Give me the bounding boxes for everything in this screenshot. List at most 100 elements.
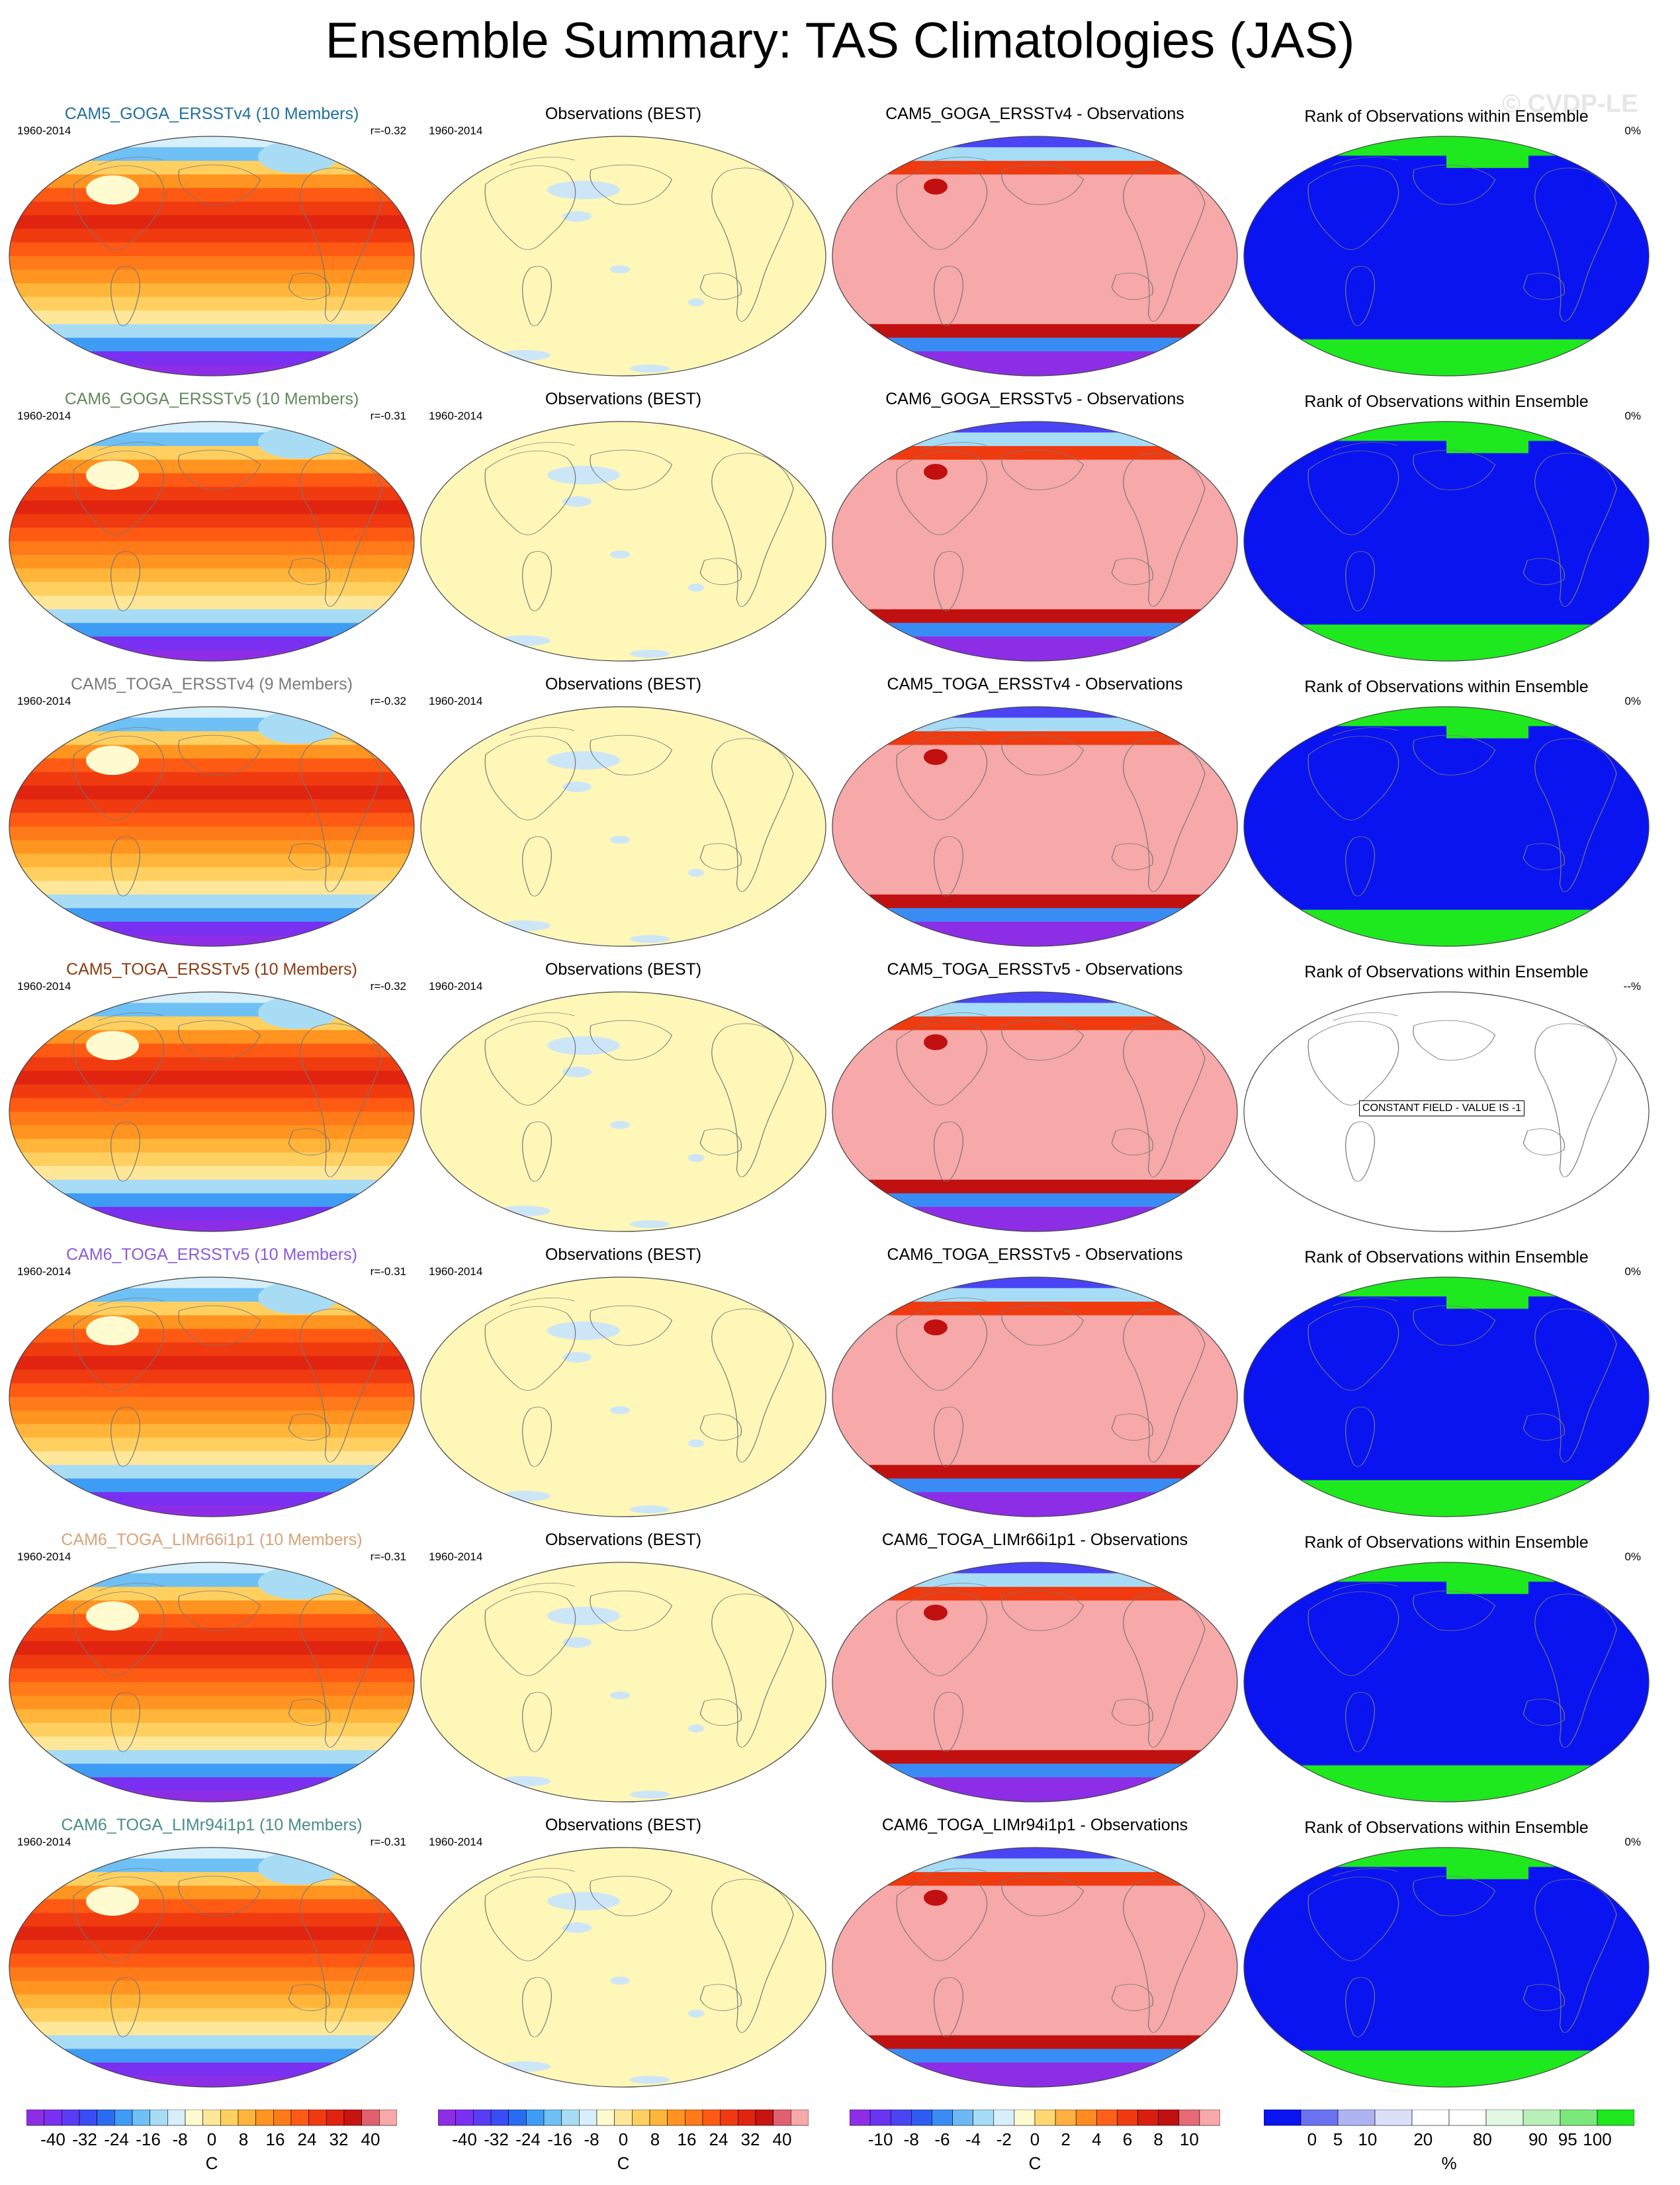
- map-band: [9, 283, 414, 298]
- map-band: [9, 582, 414, 597]
- map-band: [832, 242, 1237, 257]
- rank-map: [1243, 136, 1650, 377]
- coastline-path: [178, 1590, 261, 1631]
- map-band: [832, 1003, 1237, 1018]
- map-border: [1243, 991, 1650, 1232]
- diff-map: [832, 1847, 1238, 2088]
- map-border: [1243, 136, 1650, 377]
- colorbar-tick-label: -40: [452, 2129, 477, 2149]
- map-band: [832, 1277, 1237, 1289]
- obs-anomaly-patch: [498, 1776, 551, 1787]
- coastline-path: [98, 1012, 163, 1021]
- colorbar-unit: %: [1441, 2153, 1457, 2173]
- coastline-path: [1345, 551, 1375, 611]
- colorbar-swatch: [1523, 2110, 1561, 2126]
- map-band: [9, 1125, 414, 1140]
- obs-anomaly-patch: [688, 2010, 704, 2018]
- coastline: [484, 1012, 794, 1182]
- coastline-path: [509, 727, 575, 736]
- map-band: [9, 1383, 414, 1398]
- rank-low-region: [1244, 1848, 1649, 2087]
- colorbar-swatch: [993, 2110, 1015, 2126]
- coastline-path: [178, 1020, 261, 1061]
- map-band: [9, 1437, 414, 1452]
- map-band: [9, 1478, 414, 1493]
- obs-anomaly-patch: [547, 1036, 620, 1055]
- map-band: [832, 541, 1237, 556]
- coastline-path: [921, 442, 987, 451]
- colorbar-tick-label: -32: [484, 2129, 509, 2149]
- colorbar-tick-label: 95: [1558, 2129, 1577, 2149]
- rank-panel-title: Rank of Observations within Ensemble: [1304, 392, 1589, 411]
- map-band: [9, 310, 414, 325]
- coastline: [73, 442, 382, 611]
- obs-anomaly-patch: [688, 1724, 704, 1732]
- colorbar-swatch: [273, 2110, 292, 2126]
- coastline-path: [1333, 1012, 1398, 1021]
- obs-anomaly-patch: [562, 1922, 592, 1933]
- map-band: [9, 1288, 414, 1303]
- coastline-path: [484, 1306, 576, 1391]
- map-band: [832, 785, 1237, 800]
- map-band: [9, 881, 414, 895]
- colorbar-swatch: [1300, 2110, 1339, 2126]
- map-band: [9, 826, 414, 841]
- colorbar-swatch: [150, 2110, 168, 2126]
- coastline-path: [1123, 738, 1206, 892]
- coastline-path: [699, 558, 742, 585]
- map-band: [9, 555, 414, 570]
- map-band: [9, 459, 414, 474]
- obs-panel: Observations (BEST) 1960-2014: [418, 675, 828, 953]
- tibet-plateau: [86, 461, 139, 490]
- rank-panel: Rank of Observations within Ensemble 0%: [1241, 1816, 1652, 2094]
- coastline-path: [98, 1583, 163, 1591]
- colorbar-tick-label: 5: [1333, 2129, 1343, 2149]
- coastline-path: [111, 1406, 140, 1467]
- coastline-path: [522, 265, 552, 326]
- rank-high-south: [1244, 909, 1649, 946]
- map-band: [832, 744, 1237, 760]
- map-band: [832, 867, 1237, 882]
- map-band: [832, 1750, 1237, 1765]
- coastline-path: [300, 453, 382, 607]
- map-band: [9, 2008, 414, 2023]
- colorbar-swatch: [932, 2110, 953, 2126]
- map-band: [832, 500, 1237, 515]
- coastline-path: [1307, 736, 1399, 821]
- coastline: [484, 1583, 794, 1752]
- coastline: [1307, 1298, 1617, 1467]
- ensemble-panel: CAM6_TOGA_LIMr66i1p1 (10 Members) 1960-20…: [7, 1531, 417, 1808]
- map-band: [832, 1562, 1237, 1574]
- coastline-path: [1111, 843, 1154, 870]
- coastline-path: [934, 1977, 963, 2037]
- colorbar-swatch: [720, 2110, 738, 2126]
- map-band: [9, 1152, 414, 1167]
- map-band: [9, 1206, 414, 1222]
- coastline-path: [1123, 1023, 1206, 1177]
- diff-panel-title: CAM6_TOGA_LIMr66i1p1 - Observations: [881, 1531, 1188, 1549]
- map-band: [9, 513, 414, 529]
- map-band: [832, 1885, 1237, 1900]
- map-band: [832, 1994, 1237, 2009]
- tibet-plateau: [86, 1601, 139, 1630]
- coastline: [1307, 1583, 1617, 1752]
- coastline-path: [98, 727, 163, 736]
- colorbar-unit: C: [617, 2153, 630, 2173]
- rank-high-south: [1244, 1765, 1649, 1802]
- colorbar-swatch: [973, 2110, 995, 2126]
- colorbar-swatch: [1199, 2110, 1220, 2126]
- map-border: [420, 991, 826, 1232]
- coastline-path: [896, 736, 988, 821]
- rank-percent: 0%: [1624, 1265, 1641, 1278]
- colorbar-tick-label: 32: [330, 2129, 349, 2149]
- obs-panel-title: Observations (BEST): [545, 390, 702, 408]
- map-band: [9, 422, 414, 433]
- colorbar-tick-label: -4: [965, 2129, 981, 2149]
- coastline-path: [484, 165, 576, 250]
- map-band: [832, 459, 1237, 474]
- map-border: [1243, 421, 1650, 662]
- rank-low-region: [1244, 707, 1649, 946]
- colorbar: -40 -32 -24 -16 -8 0 8 16 24 32 40 C: [438, 2110, 809, 2173]
- obs-anomaly-patch: [547, 1607, 620, 1625]
- obs-anomaly-patch: [688, 1154, 704, 1162]
